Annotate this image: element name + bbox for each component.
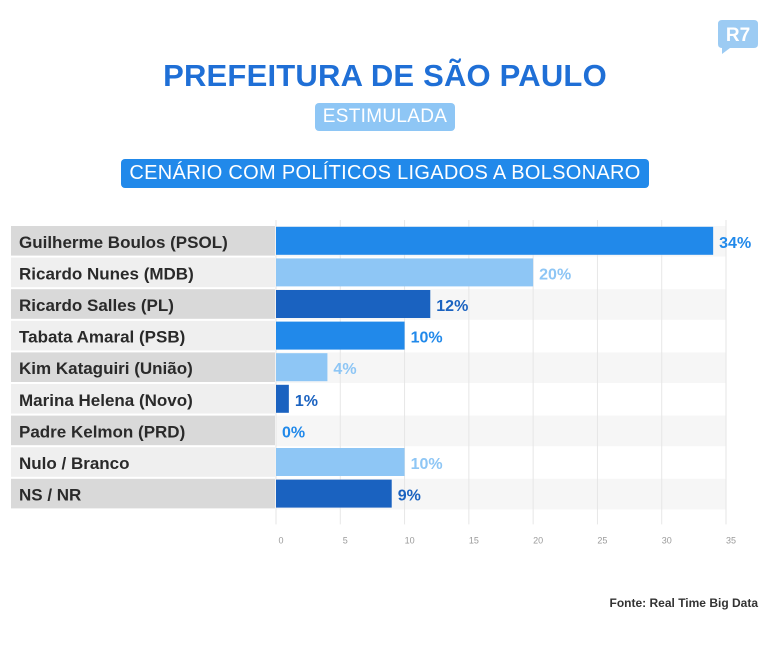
category-label: Kim Kataguiri (União)	[19, 359, 193, 378]
bar	[276, 448, 405, 476]
category-label: Ricardo Nunes (MDB)	[19, 264, 194, 283]
bar	[276, 479, 392, 508]
r7-logo: R7	[718, 20, 758, 54]
category-cell	[11, 384, 275, 414]
value-label: 0%	[282, 424, 305, 441]
bar	[276, 258, 534, 287]
row-band	[276, 384, 726, 415]
x-tick-label: 30	[662, 535, 672, 545]
x-tick-label: 0	[278, 535, 283, 545]
value-label: 9%	[398, 488, 421, 505]
row-band	[276, 415, 726, 447]
row-band	[276, 352, 726, 383]
x-tick-label: 20	[533, 535, 543, 545]
bar	[276, 321, 405, 350]
page-title: PREFEITURA DE SÃO PAULO	[163, 58, 607, 93]
category-label: Ricardo Salles (PL)	[19, 296, 174, 315]
subtitle-row: ESTIMULADA	[0, 103, 770, 131]
source-note: Fonte: Real Time Big Data	[609, 596, 758, 610]
value-label: 10%	[411, 330, 443, 347]
category-cell	[11, 226, 275, 256]
value-label: 20%	[539, 266, 571, 283]
subtitle-badge: ESTIMULADA	[314, 103, 456, 131]
x-tick-label: 5	[343, 535, 348, 545]
category-cell	[11, 415, 275, 446]
x-tick-label: 25	[597, 535, 607, 545]
category-cell	[11, 352, 275, 382]
category-cell	[11, 257, 275, 288]
value-label: 1%	[295, 393, 318, 410]
scenario-badge: CENÁRIO COM POLÍTICOS LIGADOS A BOLSONAR…	[121, 159, 649, 188]
category-label: NS / NR	[19, 486, 81, 505]
category-label: Nulo / Branco	[19, 454, 130, 473]
x-tick-label: 35	[726, 535, 736, 545]
value-label: 12%	[436, 298, 468, 315]
category-label: Guilherme Boulos (PSOL)	[19, 233, 228, 252]
category-label: Tabata Amaral (PSB)	[19, 328, 185, 347]
category-cell	[11, 447, 275, 477]
bar	[276, 226, 714, 255]
value-label: 10%	[411, 456, 443, 473]
category-label: Padre Kelmon (PRD)	[19, 422, 185, 441]
category-label: Marina Helena (Novo)	[19, 391, 193, 410]
value-label: 4%	[333, 361, 356, 378]
bar	[276, 353, 328, 382]
category-cell	[11, 478, 275, 509]
bar	[276, 290, 431, 318]
value-label: 34%	[719, 235, 751, 252]
bar	[276, 384, 289, 413]
x-tick-label: 15	[469, 535, 479, 545]
scenario-row: CENÁRIO COM POLÍTICOS LIGADOS A BOLSONAR…	[0, 159, 770, 188]
category-cell	[11, 320, 275, 351]
x-tick-label: 10	[405, 535, 415, 545]
category-cell	[11, 289, 275, 319]
r7-logo-text: R7	[726, 25, 750, 46]
